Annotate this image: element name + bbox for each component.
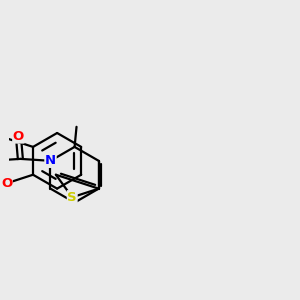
Text: O: O	[13, 130, 24, 143]
Text: N: N	[45, 154, 56, 167]
Text: S: S	[68, 191, 77, 204]
Text: O: O	[1, 177, 12, 190]
